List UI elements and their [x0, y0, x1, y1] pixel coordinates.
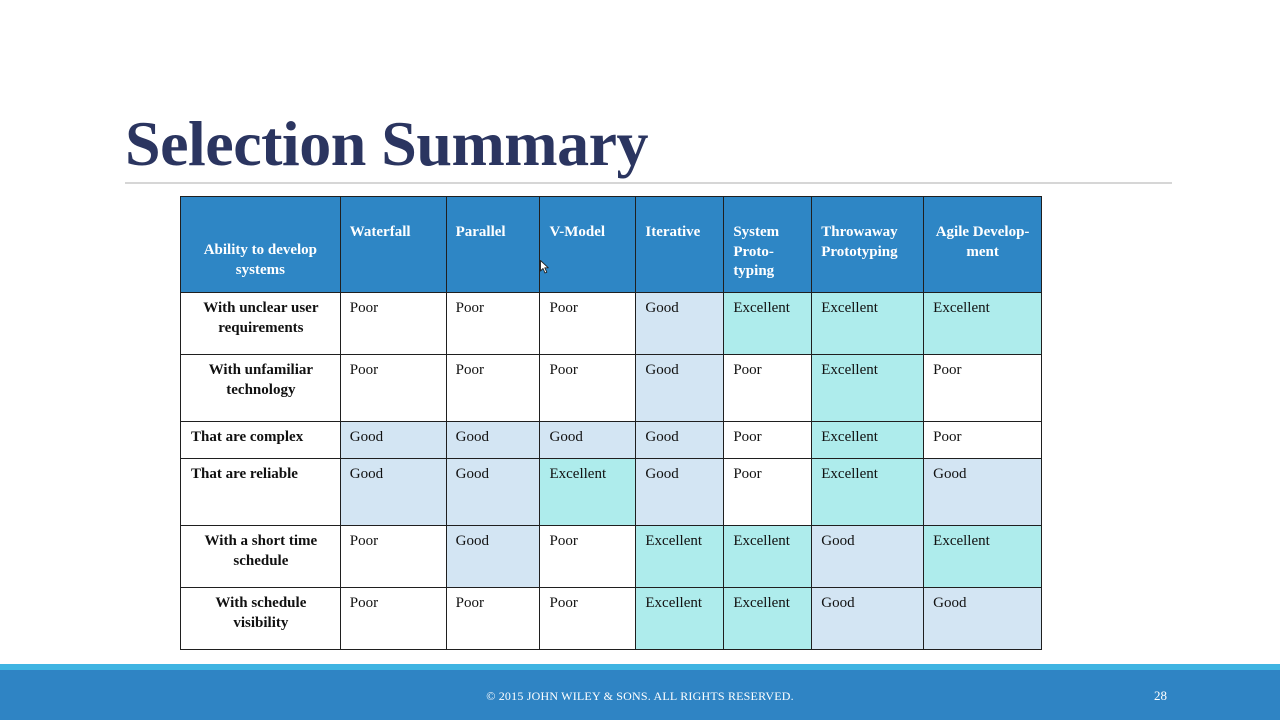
footer-accent-line [0, 664, 1280, 670]
table-row: With unfamiliar technology Poor Poor Poo… [180, 354, 1042, 422]
rating-cell: Good [445, 421, 541, 459]
table-row: That are reliable Good Good Excellent Go… [180, 458, 1042, 526]
rating-cell: Excellent [811, 458, 925, 526]
column-header-throwaway-prototyping: Throwaway Prototyping [811, 196, 925, 293]
rating-cell: Good [539, 421, 637, 459]
copyright-text: © 2015 JOHN WILEY & SONS. ALL RIGHTS RES… [486, 689, 794, 703]
column-header-waterfall: Waterfall [339, 196, 447, 293]
rating-cell: Poor [539, 354, 637, 422]
rating-cell: Good [635, 458, 725, 526]
rating-cell: Good [811, 587, 925, 650]
rating-cell: Excellent [723, 292, 813, 355]
corner-header: Ability to develop systems [180, 196, 341, 293]
rating-cell: Good [339, 458, 447, 526]
rating-cell: Poor [723, 421, 813, 459]
rating-cell: Good [339, 421, 447, 459]
rating-cell: Excellent [635, 587, 725, 650]
page-number: 28 [1154, 688, 1167, 703]
row-header: With a short time schedule [180, 525, 341, 588]
table-header-row: Ability to develop systems Waterfall Par… [180, 196, 1042, 293]
column-header-v-model: V-Model [539, 196, 637, 293]
rating-cell: Good [445, 525, 541, 588]
slide-title: Selection Summary [125, 108, 649, 179]
rating-cell: Excellent [923, 292, 1042, 355]
rating-cell: Poor [445, 587, 541, 650]
rating-cell: Excellent [811, 421, 925, 459]
rating-cell: Poor [923, 421, 1042, 459]
column-header-system-prototyping: System Proto-typing [723, 196, 813, 293]
rating-cell: Excellent [635, 525, 725, 588]
rating-cell: Poor [339, 587, 447, 650]
rating-cell: Excellent [723, 525, 813, 588]
title-divider [125, 182, 1172, 184]
footer-bar: © 2015 JOHN WILEY & SONS. ALL RIGHTS RES… [0, 670, 1280, 720]
rating-cell: Poor [339, 354, 447, 422]
rating-cell: Excellent [811, 354, 925, 422]
column-header-agile-development: Agile Develop-ment [923, 196, 1042, 293]
rating-cell: Good [811, 525, 925, 588]
rating-cell: Excellent [811, 292, 925, 355]
table-row: That are complex Good Good Good Good Poo… [180, 421, 1042, 459]
selection-summary-table: Ability to develop systems Waterfall Par… [180, 196, 1042, 650]
column-header-parallel: Parallel [445, 196, 541, 293]
row-header: With unfamiliar technology [180, 354, 341, 422]
rating-cell: Poor [539, 292, 637, 355]
rating-cell: Good [635, 421, 725, 459]
row-header: That are complex [180, 421, 341, 459]
rating-cell: Excellent [539, 458, 637, 526]
rating-cell: Poor [445, 354, 541, 422]
column-header-iterative: Iterative [635, 196, 725, 293]
rating-cell: Good [445, 458, 541, 526]
rating-cell: Poor [723, 354, 813, 422]
rating-cell: Poor [539, 525, 637, 588]
row-header: With unclear user requirements [180, 292, 341, 355]
table-row: With a short time schedule Poor Good Poo… [180, 525, 1042, 588]
rating-cell: Poor [723, 458, 813, 526]
rating-cell: Good [923, 587, 1042, 650]
rating-cell: Poor [339, 292, 447, 355]
rating-cell: Poor [339, 525, 447, 588]
rating-cell: Excellent [923, 525, 1042, 588]
rating-cell: Good [923, 458, 1042, 526]
rating-cell: Poor [445, 292, 541, 355]
rating-cell: Poor [923, 354, 1042, 422]
table-row: With schedule visibility Poor Poor Poor … [180, 587, 1042, 650]
rating-cell: Excellent [723, 587, 813, 650]
row-header: That are reliable [180, 458, 341, 526]
rating-cell: Good [635, 354, 725, 422]
rating-cell: Good [635, 292, 725, 355]
rating-cell: Poor [539, 587, 637, 650]
row-header: With schedule visibility [180, 587, 341, 650]
table-row: With unclear user requirements Poor Poor… [180, 292, 1042, 355]
mouse-pointer-icon [540, 260, 549, 274]
